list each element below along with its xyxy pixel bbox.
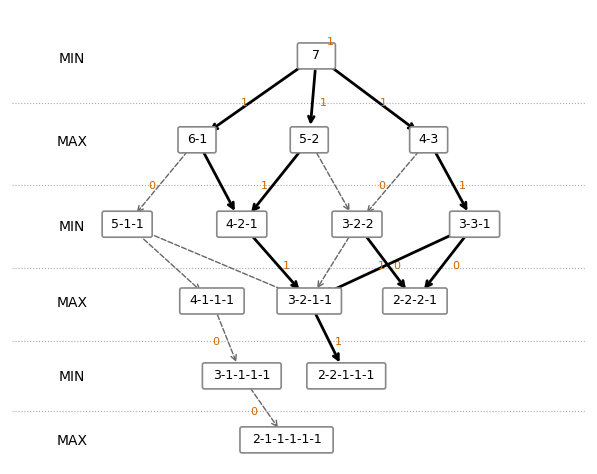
- FancyBboxPatch shape: [297, 43, 336, 69]
- Text: 1: 1: [335, 337, 342, 347]
- Text: 2-2-1-1-1: 2-2-1-1-1: [318, 369, 375, 383]
- Text: 1: 1: [261, 181, 268, 191]
- FancyBboxPatch shape: [383, 288, 447, 314]
- Text: 0: 0: [452, 261, 459, 272]
- Text: 1: 1: [378, 261, 384, 272]
- Text: 6-1: 6-1: [187, 133, 207, 146]
- Text: 2-2-2-1: 2-2-2-1: [392, 294, 438, 308]
- Text: 3-3-1: 3-3-1: [458, 218, 491, 231]
- Text: 1: 1: [327, 37, 334, 47]
- Text: MIN: MIN: [59, 52, 85, 66]
- Text: 0: 0: [250, 407, 257, 417]
- FancyBboxPatch shape: [178, 127, 216, 153]
- Text: 1: 1: [320, 98, 327, 108]
- FancyBboxPatch shape: [290, 127, 328, 153]
- Text: 2-1-1-1-1-1: 2-1-1-1-1-1: [252, 433, 321, 447]
- Text: 4-3: 4-3: [418, 133, 439, 146]
- Text: 0: 0: [378, 181, 386, 191]
- Text: 0: 0: [393, 261, 400, 272]
- Text: MIN: MIN: [59, 219, 85, 234]
- FancyBboxPatch shape: [217, 211, 267, 237]
- FancyBboxPatch shape: [450, 211, 500, 237]
- Text: 4-1-1-1: 4-1-1-1: [189, 294, 235, 308]
- Text: MAX: MAX: [57, 296, 88, 310]
- FancyBboxPatch shape: [180, 288, 244, 314]
- Text: 0: 0: [148, 181, 155, 191]
- FancyBboxPatch shape: [307, 363, 386, 389]
- Text: 1: 1: [241, 98, 248, 108]
- Text: 3-1-1-1-1: 3-1-1-1-1: [213, 369, 270, 383]
- Text: 0: 0: [213, 337, 220, 347]
- Text: 5-2: 5-2: [299, 133, 319, 146]
- FancyBboxPatch shape: [332, 211, 382, 237]
- Text: 3-2-2: 3-2-2: [341, 218, 373, 231]
- Text: 4-2-1: 4-2-1: [226, 218, 258, 231]
- Text: 7: 7: [312, 49, 321, 63]
- Text: 1: 1: [459, 181, 466, 191]
- Text: MAX: MAX: [57, 434, 88, 448]
- FancyBboxPatch shape: [277, 288, 341, 314]
- FancyBboxPatch shape: [202, 363, 281, 389]
- Text: MAX: MAX: [57, 135, 88, 149]
- Text: 5-1-1: 5-1-1: [111, 218, 143, 231]
- Text: MIN: MIN: [59, 370, 85, 384]
- FancyBboxPatch shape: [240, 427, 333, 453]
- FancyBboxPatch shape: [410, 127, 448, 153]
- Text: 3-2-1-1: 3-2-1-1: [287, 294, 332, 308]
- FancyBboxPatch shape: [102, 211, 152, 237]
- Text: 1: 1: [380, 98, 387, 108]
- Text: 1: 1: [283, 261, 290, 272]
